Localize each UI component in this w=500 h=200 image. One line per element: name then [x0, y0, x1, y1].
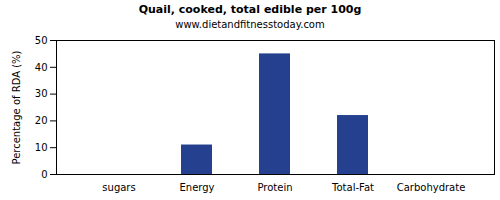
svg-text:Protein: Protein: [257, 182, 292, 193]
svg-text:40: 40: [35, 62, 48, 73]
svg-text:Energy: Energy: [179, 182, 214, 193]
svg-text:Percentage of RDA (%): Percentage of RDA (%): [11, 50, 22, 164]
svg-text:Carbohydrate: Carbohydrate: [397, 182, 466, 193]
svg-text:sugars: sugars: [102, 182, 135, 193]
svg-text:Total-Fat: Total-Fat: [331, 182, 374, 193]
svg-text:0: 0: [41, 169, 47, 180]
svg-text:30: 30: [35, 88, 48, 99]
html-text:www.dietandfitnesstoday.com: www.dietandfitnesstoday.com: [175, 19, 325, 30]
html-text:Quail, cooked, total edible pe: Quail, cooked, total edible per 100g: [138, 3, 362, 16]
svg-text:50: 50: [35, 35, 48, 46]
svg-text:20: 20: [35, 115, 48, 126]
svg-text:10: 10: [35, 142, 48, 153]
